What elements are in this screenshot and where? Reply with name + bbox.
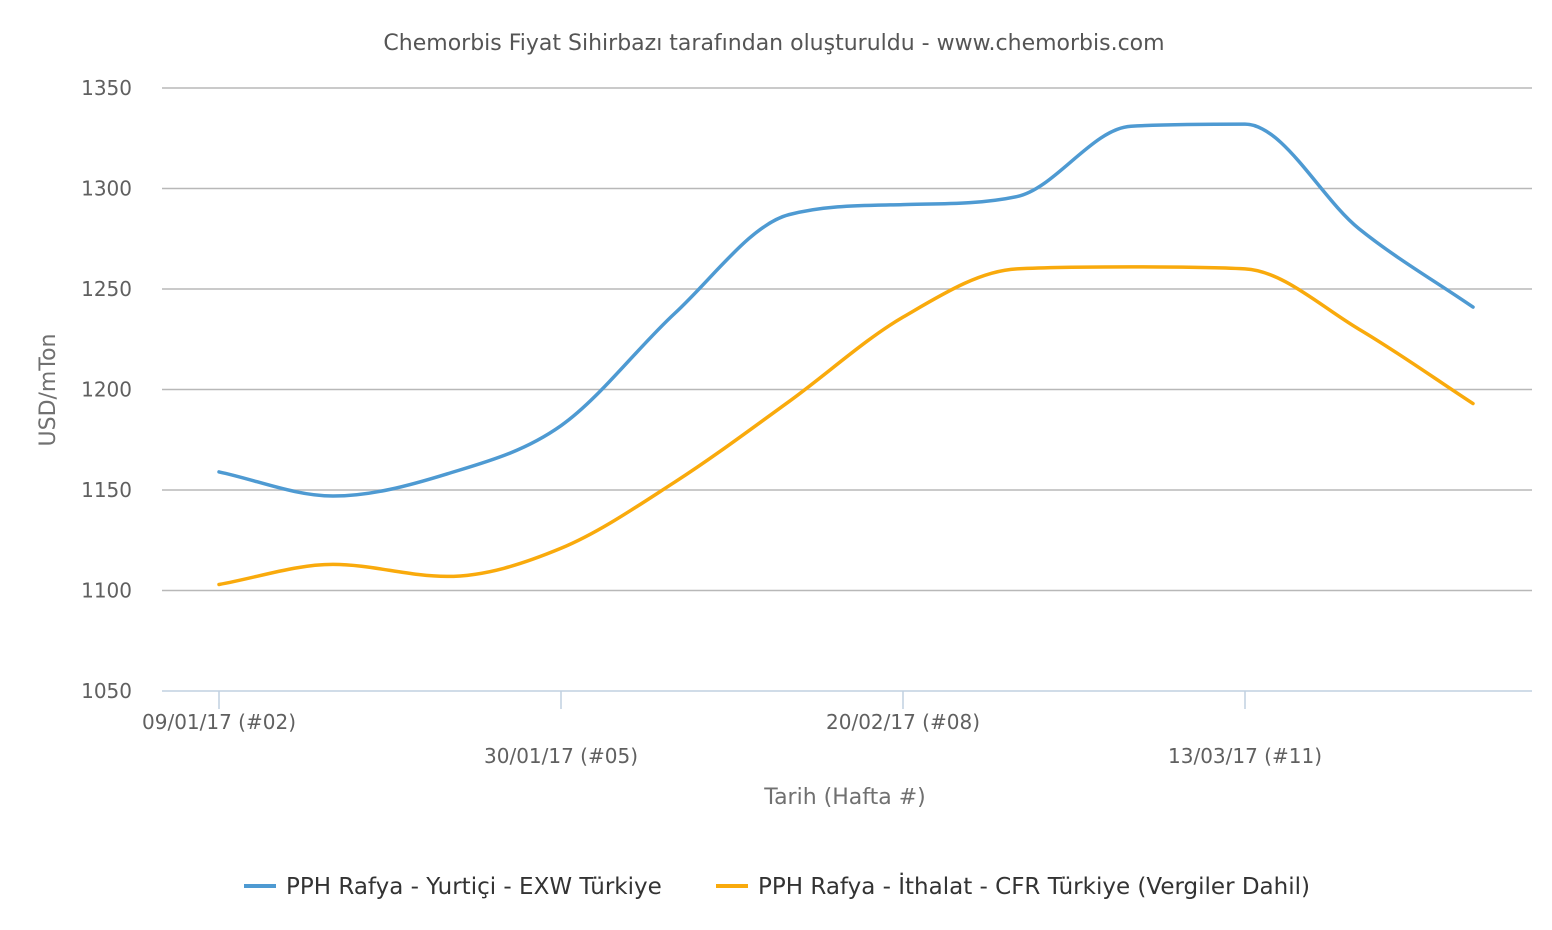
legend-item-1[interactable]: PPH Rafya - Yurtiçi - EXW Türkiye: [244, 874, 662, 900]
y-tick-label: 1200: [81, 378, 132, 402]
chart-title: Chemorbis Fiyat Sihirbazı tarafından olu…: [383, 31, 1164, 56]
x-axis-title: Tarih (Hafta #): [763, 785, 925, 810]
series-line-2: [217, 265, 1475, 587]
y-axis: 1050 1100 1150 1200 1250 1300 1350: [81, 76, 132, 703]
grid: [162, 87, 1532, 592]
legend-label: PPH Rafya - İthalat - CFR Türkiye (Vergi…: [758, 872, 1310, 900]
series-line-1: [217, 122, 1475, 498]
x-axis: 09/01/17 (#02) 30/01/17 (#05) 20/02/17 (#0…: [142, 690, 1532, 768]
x-tick-label: 30/01/17 (#05): [484, 744, 638, 768]
y-axis-title: USD/mTon: [36, 334, 61, 447]
series-group: [217, 122, 1475, 587]
x-tick-label: 13/03/17 (#11): [1168, 744, 1322, 768]
y-tick-label: 1300: [81, 177, 132, 201]
x-tick-label: 20/02/17 (#08): [826, 710, 980, 734]
legend-label: PPH Rafya - Yurtiçi - EXW Türkiye: [286, 874, 662, 900]
y-tick-label: 1100: [81, 579, 132, 603]
legend: PPH Rafya - Yurtiçi - EXW Türkiye PPH Raf…: [244, 872, 1310, 900]
legend-item-2[interactable]: PPH Rafya - İthalat - CFR Türkiye (Vergi…: [716, 872, 1310, 900]
y-tick-label: 1050: [81, 679, 132, 703]
x-tick-label: 09/01/17 (#02): [142, 710, 296, 734]
y-tick-label: 1350: [81, 76, 132, 100]
y-tick-label: 1150: [81, 478, 132, 502]
y-tick-label: 1250: [81, 277, 132, 301]
